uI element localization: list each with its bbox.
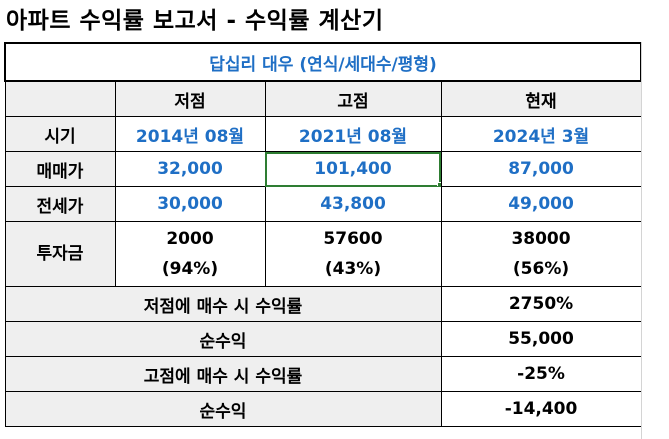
adjacent-empty-column[interactable] bbox=[641, 42, 669, 439]
period-label[interactable]: 시기 bbox=[4, 116, 116, 152]
fill-handle[interactable] bbox=[436, 182, 440, 186]
jeonse-price-current-cell[interactable]: 49,000 bbox=[440, 186, 642, 222]
high-buy-yield-value[interactable]: -25% bbox=[440, 356, 642, 392]
high-buy-net-profit-label[interactable]: 순수익 bbox=[4, 391, 442, 427]
jeonse-price-low-cell[interactable]: 30,000 bbox=[114, 186, 266, 222]
low-buy-yield-label[interactable]: 저점에 매수 시 수익률 bbox=[4, 286, 442, 322]
investment-current-cell[interactable]: 38000 (56%) bbox=[440, 221, 642, 287]
yield-calculator-table: 답십리 대우 (연식/세대수/평형) 저점 고점 현재 시기 2014년 08월… bbox=[3, 42, 643, 427]
period-current-cell[interactable]: 2024년 3월 bbox=[440, 116, 642, 152]
sale-price-high-cell-selected[interactable]: 101,400 bbox=[264, 151, 442, 187]
apartment-subtitle-cell[interactable]: 답십리 대우 (연식/세대수/평형) bbox=[3, 42, 643, 82]
header-current[interactable]: 현재 bbox=[440, 80, 642, 117]
sale-price-high-value: 101,400 bbox=[314, 159, 392, 179]
low-buy-net-profit-value[interactable]: 55,000 bbox=[440, 321, 642, 357]
high-buy-yield-label[interactable]: 고점에 매수 시 수익률 bbox=[4, 356, 442, 392]
sale-price-low-cell[interactable]: 32,000 bbox=[114, 151, 266, 187]
investment-low-ratio: (94%) bbox=[161, 259, 219, 279]
investment-current-ratio: (56%) bbox=[512, 259, 570, 279]
investment-high-amount: 57600 bbox=[323, 229, 383, 249]
period-low-cell[interactable]: 2014년 08월 bbox=[114, 116, 266, 152]
investment-current-amount: 38000 bbox=[511, 229, 571, 249]
low-buy-net-profit-label[interactable]: 순수익 bbox=[4, 321, 442, 357]
jeonse-price-high-cell[interactable]: 43,800 bbox=[264, 186, 442, 222]
investment-high-cell[interactable]: 57600 (43%) bbox=[264, 221, 442, 287]
report-title[interactable]: 아파트 수익률 보고서 - 수익률 계산기 bbox=[6, 8, 384, 34]
sale-price-current-cell[interactable]: 87,000 bbox=[440, 151, 642, 187]
jeonse-price-label[interactable]: 전세가 bbox=[4, 186, 116, 222]
empty-header-cell[interactable] bbox=[4, 80, 116, 117]
investment-low-cell[interactable]: 2000 (94%) bbox=[114, 221, 266, 287]
low-buy-yield-value[interactable]: 2750% bbox=[440, 286, 642, 322]
investment-low-amount: 2000 bbox=[166, 229, 214, 249]
investment-high-ratio: (43%) bbox=[324, 259, 382, 279]
header-low-point[interactable]: 저점 bbox=[114, 80, 266, 117]
investment-label[interactable]: 투자금 bbox=[4, 221, 116, 287]
header-high-point[interactable]: 고점 bbox=[264, 80, 442, 117]
high-buy-net-profit-value[interactable]: -14,400 bbox=[440, 391, 642, 427]
period-high-cell[interactable]: 2021년 08월 bbox=[264, 116, 442, 152]
sale-price-label[interactable]: 매매가 bbox=[4, 151, 116, 187]
